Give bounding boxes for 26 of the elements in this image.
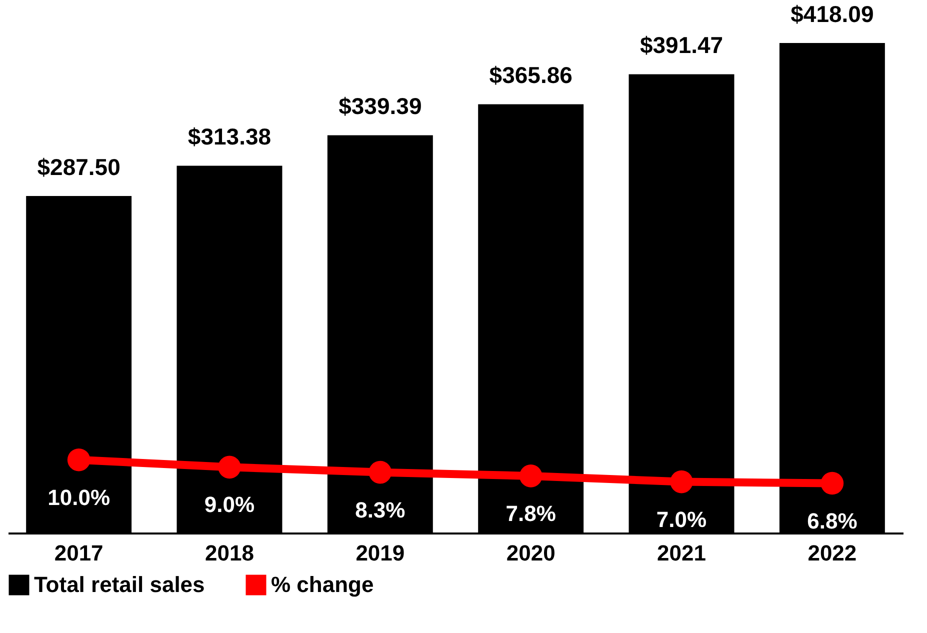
- x-tick-label: 2017: [54, 540, 104, 566]
- data-label: 7.8%: [506, 500, 556, 526]
- data-label: 8.3%: [355, 497, 406, 522]
- point: [67, 448, 90, 472]
- data-label: 10.0%: [48, 484, 110, 510]
- x-tick-label: 2018: [205, 540, 254, 566]
- point: [368, 460, 392, 484]
- data-label: 7.0%: [656, 506, 707, 532]
- x-tick-label: 2020: [506, 540, 556, 566]
- point: [519, 464, 542, 488]
- legend-label: Total retail sales: [34, 572, 205, 597]
- point: [218, 456, 241, 479]
- data-label: 6.8%: [807, 508, 858, 534]
- legend-label: % change: [271, 572, 374, 597]
- data-label: $418.09: [790, 1, 874, 27]
- x-tick-label: 2019: [356, 540, 405, 566]
- point: [670, 470, 693, 494]
- data-label: $391.47: [640, 32, 724, 58]
- data-label: $313.38: [188, 124, 272, 150]
- data-label: $365.86: [489, 62, 572, 88]
- data-label: $339.39: [338, 93, 422, 120]
- point: [820, 472, 844, 495]
- data-label: $287.50: [37, 154, 120, 180]
- x-tick-label: 2022: [808, 540, 857, 566]
- data-label: 9.0%: [204, 492, 255, 518]
- x-tick-label: 2021: [657, 540, 706, 566]
